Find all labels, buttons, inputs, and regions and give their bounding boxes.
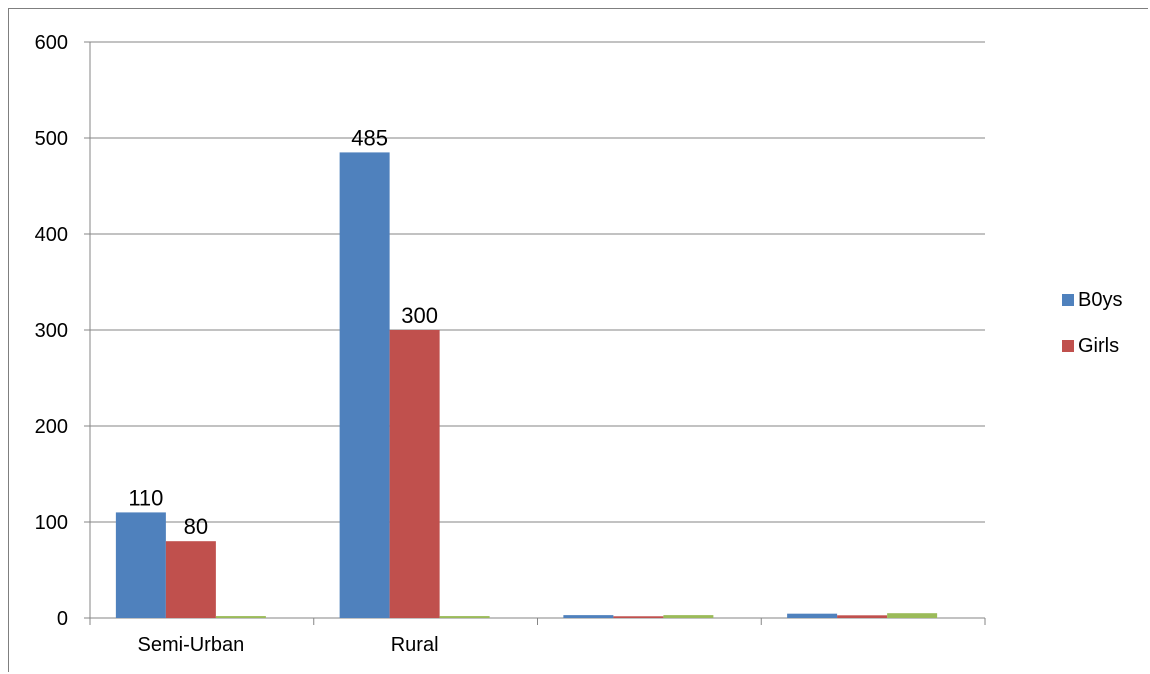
data-label: 80 [184, 514, 208, 539]
legend-swatch [1062, 340, 1074, 352]
bar [215, 616, 266, 618]
data-labels: 110 80 485 300 [128, 125, 438, 539]
bar [165, 541, 216, 618]
chart-frame [8, 8, 1148, 672]
data-label: 110 [128, 485, 163, 510]
axes: 0 100 200 300 400 500 600 Semi-Urban Rural [35, 32, 986, 656]
legend: B0ys Girls [1062, 289, 1122, 357]
x-category-label: Semi-Urban [138, 634, 245, 656]
y-tick-label: 200 [35, 416, 68, 438]
bar [439, 616, 490, 618]
bar [837, 615, 888, 618]
legend-label: Girls [1078, 335, 1119, 357]
bar [389, 330, 440, 618]
bar [663, 615, 714, 618]
gridlines [90, 41, 985, 523]
data-label: 300 [401, 303, 438, 328]
y-tick-label: 500 [35, 128, 68, 150]
bar [887, 613, 938, 618]
bar [563, 615, 614, 618]
bar [115, 512, 166, 618]
legend-swatch [1062, 294, 1074, 306]
bars [115, 152, 938, 618]
data-label: 485 [351, 125, 388, 150]
bar [613, 616, 664, 618]
x-category-label: Rural [391, 634, 439, 656]
y-tick-label: 100 [35, 512, 68, 534]
legend-label: B0ys [1078, 289, 1122, 311]
y-tick-label: 400 [35, 224, 68, 246]
y-tick-label: 600 [35, 32, 68, 54]
y-tick-label: 0 [57, 608, 68, 630]
bar [339, 152, 390, 618]
y-tick-label: 300 [35, 320, 68, 342]
bar [787, 613, 838, 618]
